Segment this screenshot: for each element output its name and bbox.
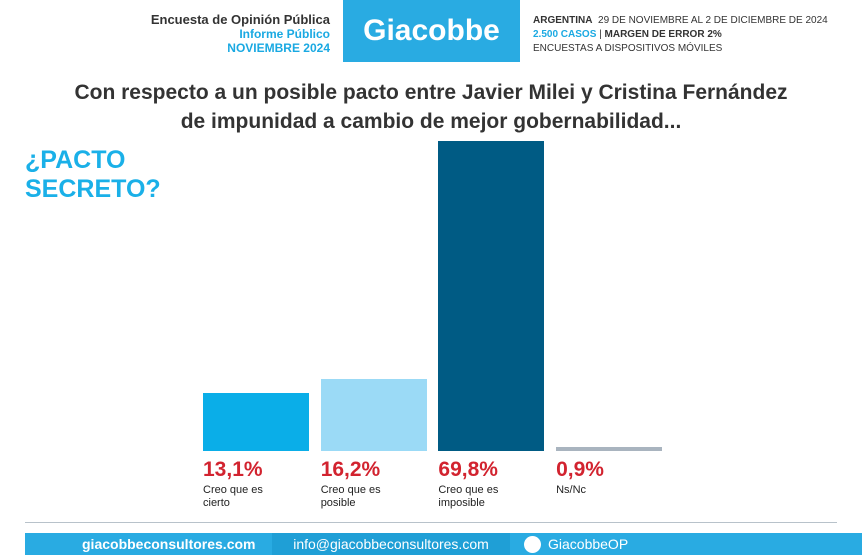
- title: Con respecto a un posible pacto entre Ja…: [0, 78, 862, 136]
- category-label: Creo que es imposible: [438, 484, 499, 509]
- category-label: Creo que es posible: [320, 484, 381, 509]
- survey: Encuesta de Opinión Pública: [150, 12, 330, 27]
- country: ARGENTINA: [533, 15, 593, 26]
- brand: Giacobbe: [343, 0, 520, 62]
- header-right: ARGENTINA 29 DE NOVIEMBRE AL 2 DE DICIEM…: [533, 15, 828, 54]
- error: MARGEN DE ERROR 2%: [604, 29, 722, 40]
- value-label: 69,8%: [438, 458, 498, 481]
- title-line: Con respecto a un posible pacto entre Ja…: [74, 81, 788, 104]
- footer-web[interactable]: giacobbeconsultores.com: [82, 536, 256, 552]
- value-label: 0,9%: [556, 458, 604, 481]
- bar: [320, 379, 427, 451]
- title-line: de impunidad a cambio de mejor gobernabi…: [180, 110, 682, 133]
- bar: [438, 141, 545, 451]
- twitter-icon: [524, 536, 541, 553]
- footer-email[interactable]: info@giacobbeconsultores.com: [272, 533, 510, 555]
- report: Informe Público: [239, 27, 330, 41]
- side-title: ¿PACTO SECRETO?: [25, 146, 161, 204]
- category-label: Creo que es cierto: [203, 484, 263, 509]
- divider: [25, 522, 837, 523]
- method: ENCUESTAS A DISPOSITIVOS MÓVILES: [533, 43, 723, 54]
- side-title-line: ¿PACTO: [25, 146, 126, 174]
- footer-twitter[interactable]: GiacobbeOP: [548, 536, 629, 552]
- category-label: Ns/Nc: [556, 484, 587, 496]
- month: NOVIEMBRE 2024: [227, 41, 330, 55]
- bar: [203, 392, 309, 451]
- dates: 29 DE NOVIEMBRE AL 2 DE DICIEMBRE DE 202…: [598, 15, 828, 26]
- cases: 2.500 CASOS: [533, 29, 597, 40]
- side-title-line: SECRETO?: [25, 175, 161, 203]
- header-left: Encuesta de Opinión Pública Informe Públ…: [151, 12, 330, 55]
- bar: [556, 447, 663, 451]
- value-label: 13,1%: [203, 458, 263, 481]
- value-label: 16,2%: [320, 458, 381, 481]
